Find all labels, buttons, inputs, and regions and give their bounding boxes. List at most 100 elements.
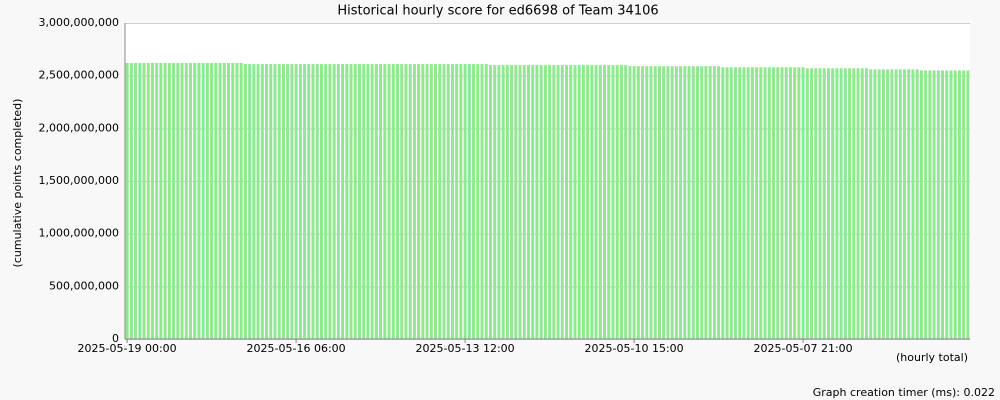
bar <box>442 64 446 339</box>
bar <box>438 64 442 339</box>
bar <box>826 68 830 339</box>
x-tick-label: 2025-05-07 21:00 <box>754 342 853 355</box>
bar <box>493 65 497 339</box>
bar <box>510 65 514 339</box>
bar <box>188 63 192 339</box>
bar <box>945 70 949 340</box>
bar <box>218 63 222 339</box>
bar <box>404 64 408 339</box>
bar <box>467 64 471 339</box>
x-tick-label: 2025-05-13 12:00 <box>416 342 515 355</box>
bar <box>353 64 357 339</box>
bar <box>894 69 898 339</box>
bar <box>366 64 370 339</box>
bar <box>125 63 129 339</box>
bar <box>463 64 467 339</box>
bar <box>543 65 547 339</box>
bar <box>848 68 852 339</box>
bar <box>662 66 666 339</box>
bar <box>265 64 269 339</box>
bar <box>814 68 818 339</box>
bar <box>966 70 970 340</box>
bar <box>497 65 501 339</box>
bar <box>611 65 615 339</box>
bar <box>197 63 201 339</box>
bar <box>383 64 387 339</box>
bar <box>155 63 159 339</box>
bar <box>653 66 657 339</box>
bar <box>501 65 505 339</box>
bar <box>569 65 573 339</box>
y-tick-label: 1,000,000,000 <box>39 227 119 240</box>
bar <box>408 64 412 339</box>
bar <box>539 65 543 339</box>
bar <box>455 64 459 339</box>
bar <box>205 63 209 339</box>
bar <box>514 65 518 339</box>
bar <box>573 65 577 339</box>
bar <box>822 68 826 339</box>
bar <box>695 66 699 339</box>
bar <box>290 64 294 339</box>
bar <box>860 68 864 339</box>
bar <box>476 64 480 339</box>
bar <box>763 67 767 340</box>
bar <box>907 69 911 339</box>
bar <box>421 64 425 339</box>
bar <box>801 67 805 340</box>
footer: Graph creation timer (ms): 0.022 <box>813 386 995 399</box>
bar <box>928 70 932 340</box>
bar <box>700 66 704 339</box>
bar <box>362 64 366 339</box>
bar <box>691 66 695 339</box>
bar <box>864 68 868 339</box>
y-tick-label: 3,000,000,000 <box>39 16 119 29</box>
bar <box>624 65 628 339</box>
bar <box>341 64 345 339</box>
x-tick-label: 2025-05-19 00:00 <box>78 342 177 355</box>
bar <box>810 68 814 339</box>
bar <box>286 64 290 339</box>
bar <box>548 65 552 339</box>
bar <box>412 64 416 339</box>
bar <box>472 64 476 339</box>
bar <box>480 64 484 339</box>
bar <box>184 63 188 339</box>
bar <box>657 66 661 339</box>
bar <box>518 65 522 339</box>
bar <box>590 65 594 339</box>
bar <box>400 64 404 339</box>
bar <box>446 64 450 339</box>
bar <box>793 67 797 340</box>
bar <box>379 64 383 339</box>
bar <box>581 65 585 339</box>
y-tick-label: 500,000,000 <box>49 279 119 292</box>
bar <box>142 63 146 339</box>
bar <box>298 64 302 339</box>
bar <box>138 63 142 339</box>
bar <box>839 68 843 339</box>
bar <box>349 64 353 339</box>
bar <box>273 64 277 339</box>
bar <box>797 67 801 340</box>
bar <box>742 67 746 340</box>
bar <box>167 63 171 339</box>
bar <box>256 64 260 339</box>
bar <box>704 66 708 339</box>
bar <box>227 63 231 339</box>
bar <box>755 67 759 340</box>
bar <box>636 66 640 339</box>
y-tick-label: 2,000,000,000 <box>39 121 119 134</box>
bar <box>560 65 564 339</box>
bar <box>294 64 298 339</box>
bar <box>877 69 881 339</box>
bar <box>535 65 539 339</box>
bar <box>953 70 957 340</box>
bar <box>619 65 623 339</box>
bar <box>450 64 454 339</box>
bar <box>607 65 611 339</box>
bar <box>852 68 856 339</box>
bar <box>843 68 847 339</box>
bar <box>772 67 776 340</box>
